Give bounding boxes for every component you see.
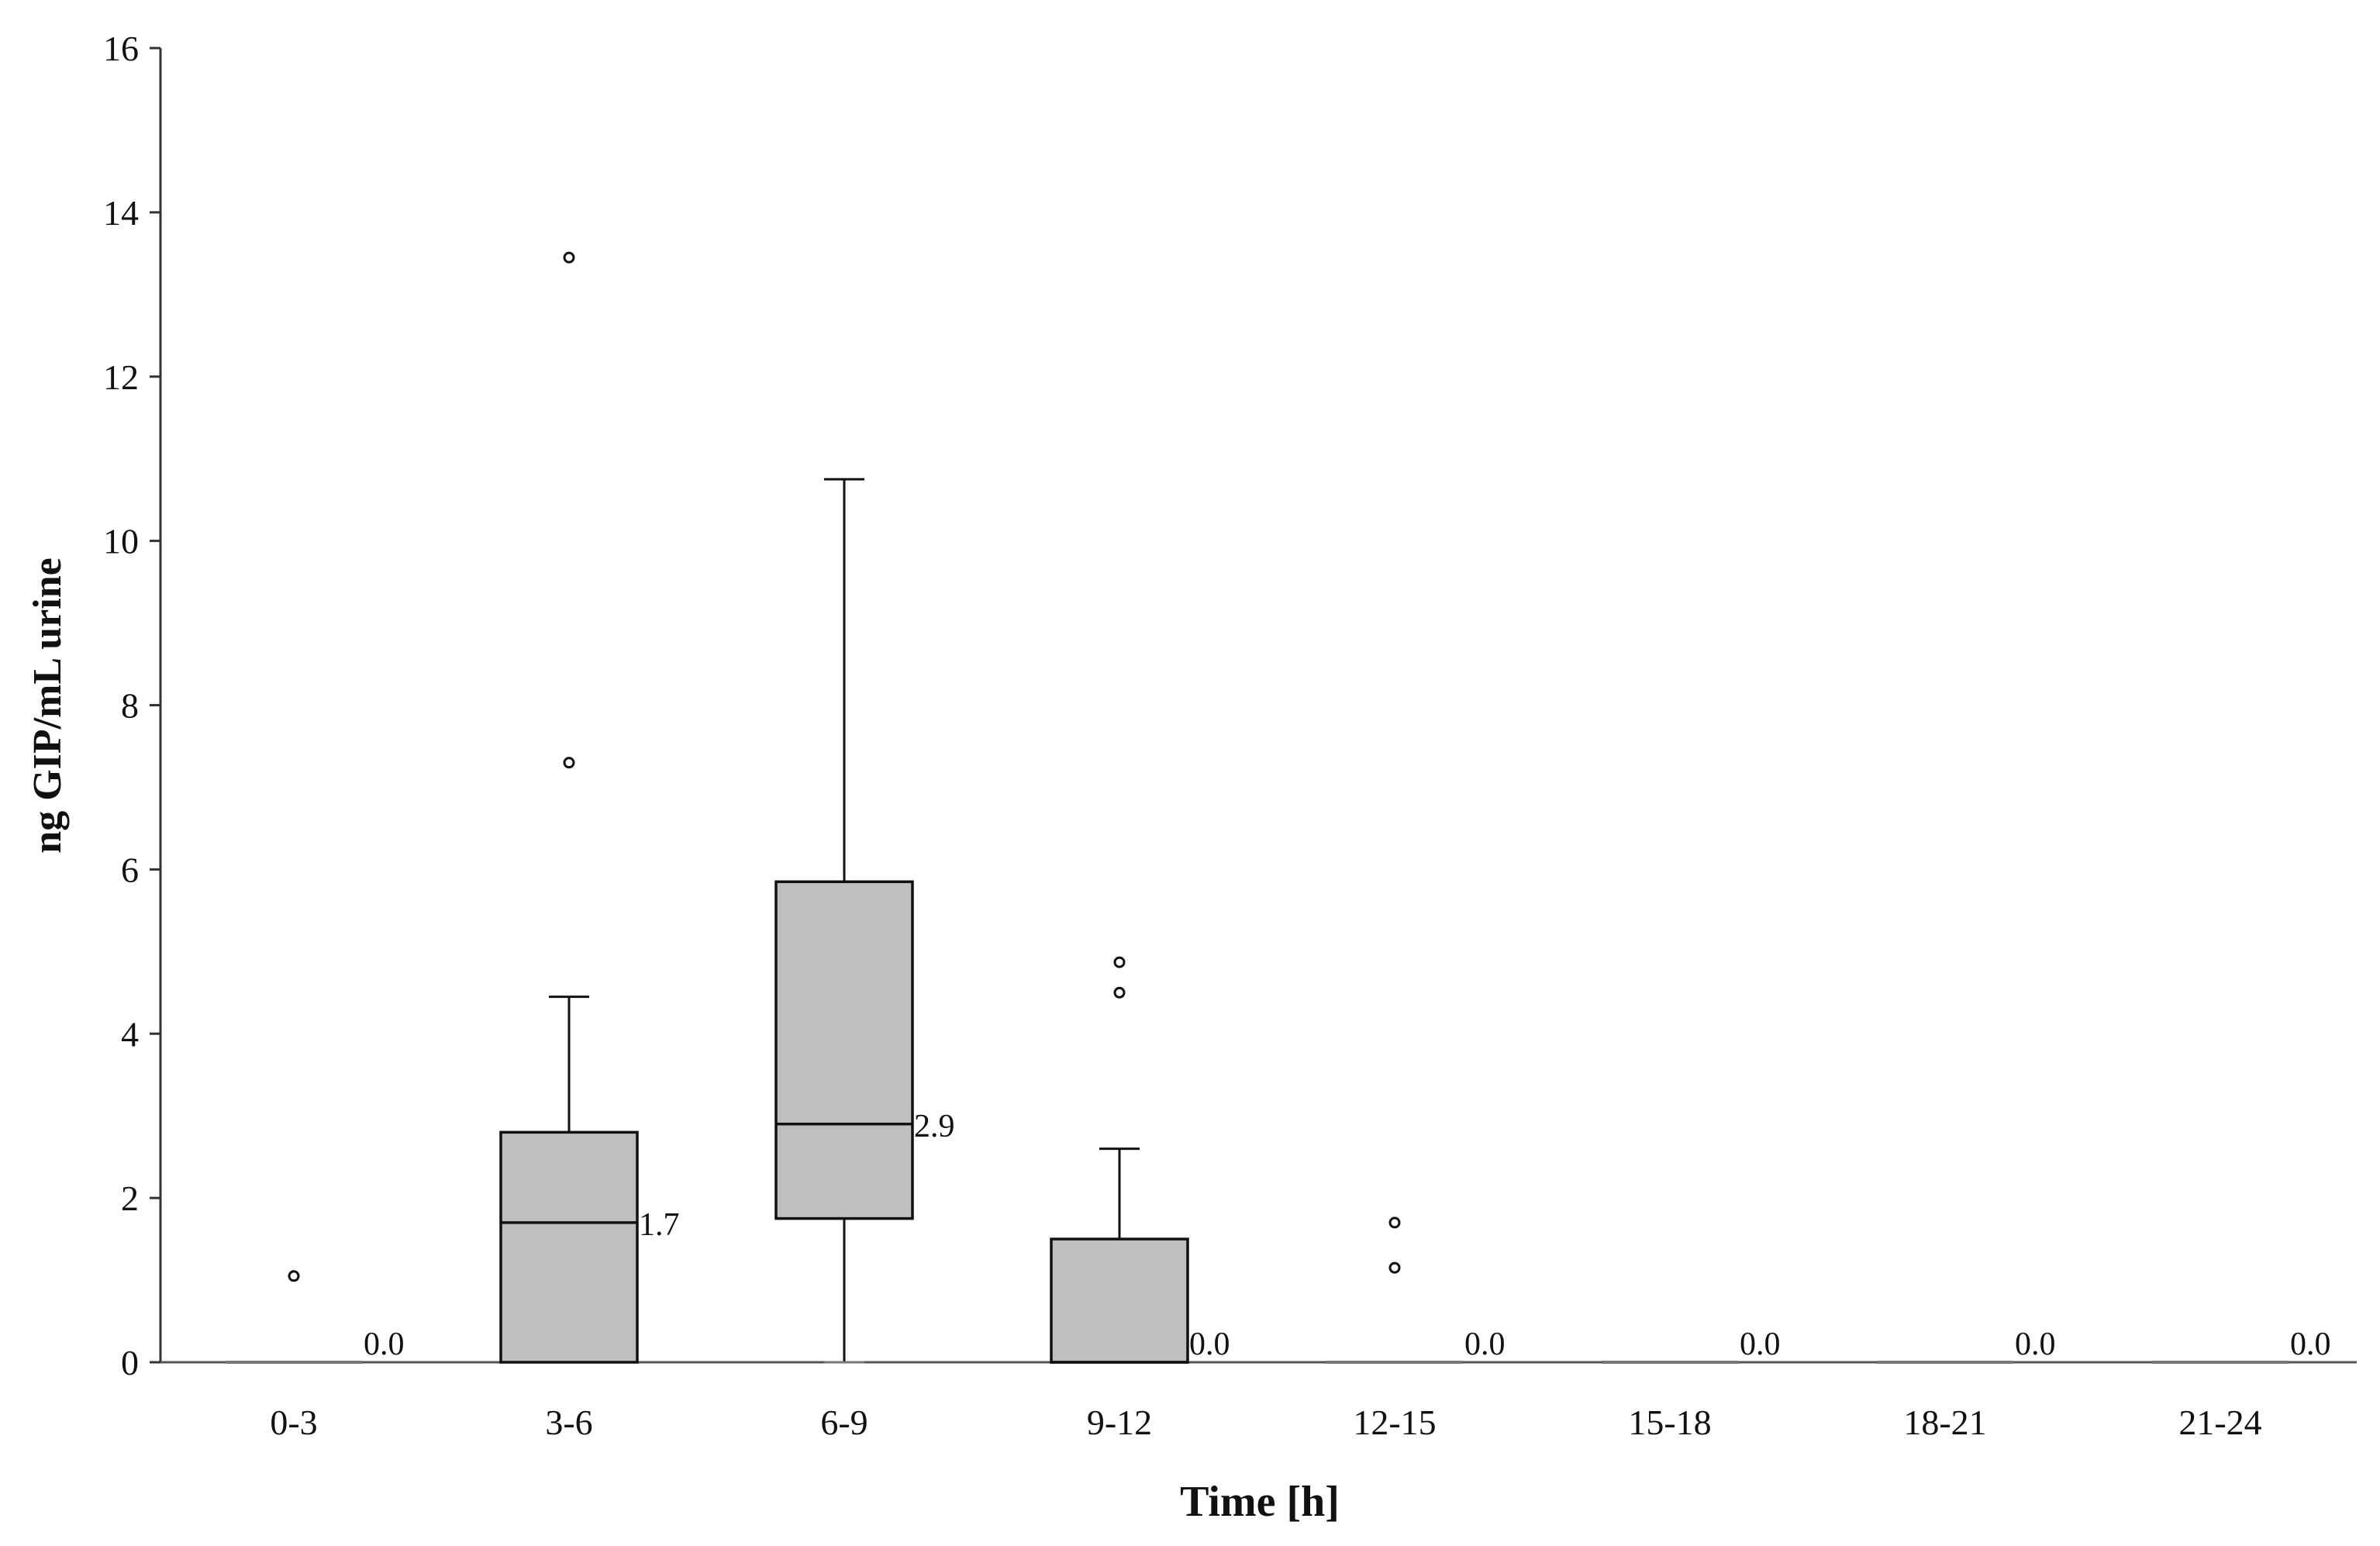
median-label: 0.0 (1740, 1327, 1781, 1362)
x-tick-label: 15-18 (1628, 1403, 1711, 1442)
x-tick-label: 18-21 (1903, 1403, 1986, 1442)
box-18-21: 0.0 (1877, 1327, 2056, 1364)
y-axis-title: ng GIP/mL urine (26, 557, 70, 853)
box-15-18: 0.0 (1602, 1327, 1781, 1364)
y-tick-label: 6 (121, 850, 139, 889)
y-tick-label: 0 (121, 1343, 139, 1382)
box-iqr (499, 1130, 639, 1364)
x-tick-label: 3-6 (545, 1403, 592, 1442)
median-label: 0.0 (2290, 1327, 2331, 1362)
y-tick-label: 2 (121, 1178, 139, 1218)
outlier-point (563, 757, 575, 769)
box-0-3: 0.0 (226, 1270, 405, 1364)
outlier-point (1388, 1261, 1401, 1274)
y-tick-label: 8 (121, 686, 139, 726)
box-iqr (1050, 1237, 1189, 1364)
median-label: 0.0 (1189, 1327, 1230, 1362)
box-12-15: 0.0 (1326, 1216, 1506, 1364)
median-label: 2.9 (914, 1109, 955, 1144)
x-tick-label: 12-15 (1353, 1403, 1436, 1442)
median-label: 0.0 (364, 1327, 405, 1362)
outlier-point (563, 251, 575, 264)
y-tick-label: 10 (103, 522, 139, 561)
plot-area: 0.0 1.7 2.9 0.0 0.0 0.0 0.0 0.0 (226, 251, 2331, 1364)
x-tick-label: 0-3 (270, 1403, 317, 1442)
x-tick-label: 21-24 (2178, 1403, 2261, 1442)
y-tick-label: 14 (103, 193, 139, 233)
axes: 0 2 4 6 8 10 12 14 16 0-3 3-6 6-9 9-12 12-15 15-18 18-2… (103, 29, 2357, 1442)
median-label: 1.7 (639, 1207, 680, 1243)
y-tick-label: 12 (103, 357, 139, 397)
x-axis-title: Time [h] (1180, 1478, 1340, 1526)
box-3-6: 1.7 (499, 251, 680, 1364)
outlier-point (1113, 956, 1126, 968)
outlier-point (1113, 986, 1126, 999)
median-label: 0.0 (1464, 1327, 1506, 1362)
box-21-24: 0.0 (2152, 1327, 2331, 1364)
y-tick-label: 4 (121, 1014, 139, 1054)
outlier-point (288, 1270, 300, 1282)
box-9-12: 0.0 (1050, 956, 1230, 1364)
x-tick-label: 9-12 (1087, 1403, 1152, 1442)
box-iqr (774, 880, 914, 1220)
y-tick-label: 16 (103, 29, 139, 68)
outlier-point (1388, 1216, 1401, 1229)
x-tick-label: 6-9 (820, 1403, 867, 1442)
median-label: 0.0 (2015, 1327, 2056, 1362)
box-6-9: 2.9 (774, 478, 955, 1364)
